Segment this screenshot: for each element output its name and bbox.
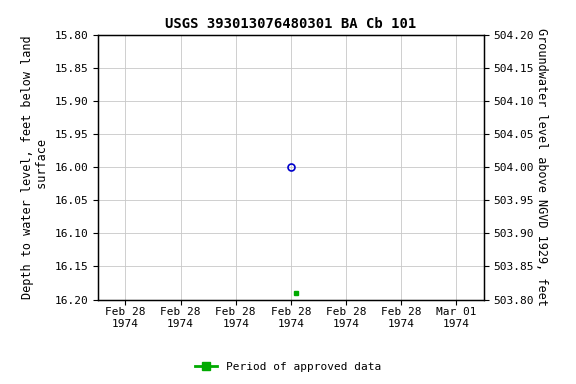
Y-axis label: Depth to water level, feet below land
 surface: Depth to water level, feet below land su… xyxy=(21,35,49,299)
Title: USGS 393013076480301 BA Cb 101: USGS 393013076480301 BA Cb 101 xyxy=(165,17,416,31)
Y-axis label: Groundwater level above NGVD 1929, feet: Groundwater level above NGVD 1929, feet xyxy=(535,28,548,306)
Legend: Period of approved data: Period of approved data xyxy=(191,358,385,377)
